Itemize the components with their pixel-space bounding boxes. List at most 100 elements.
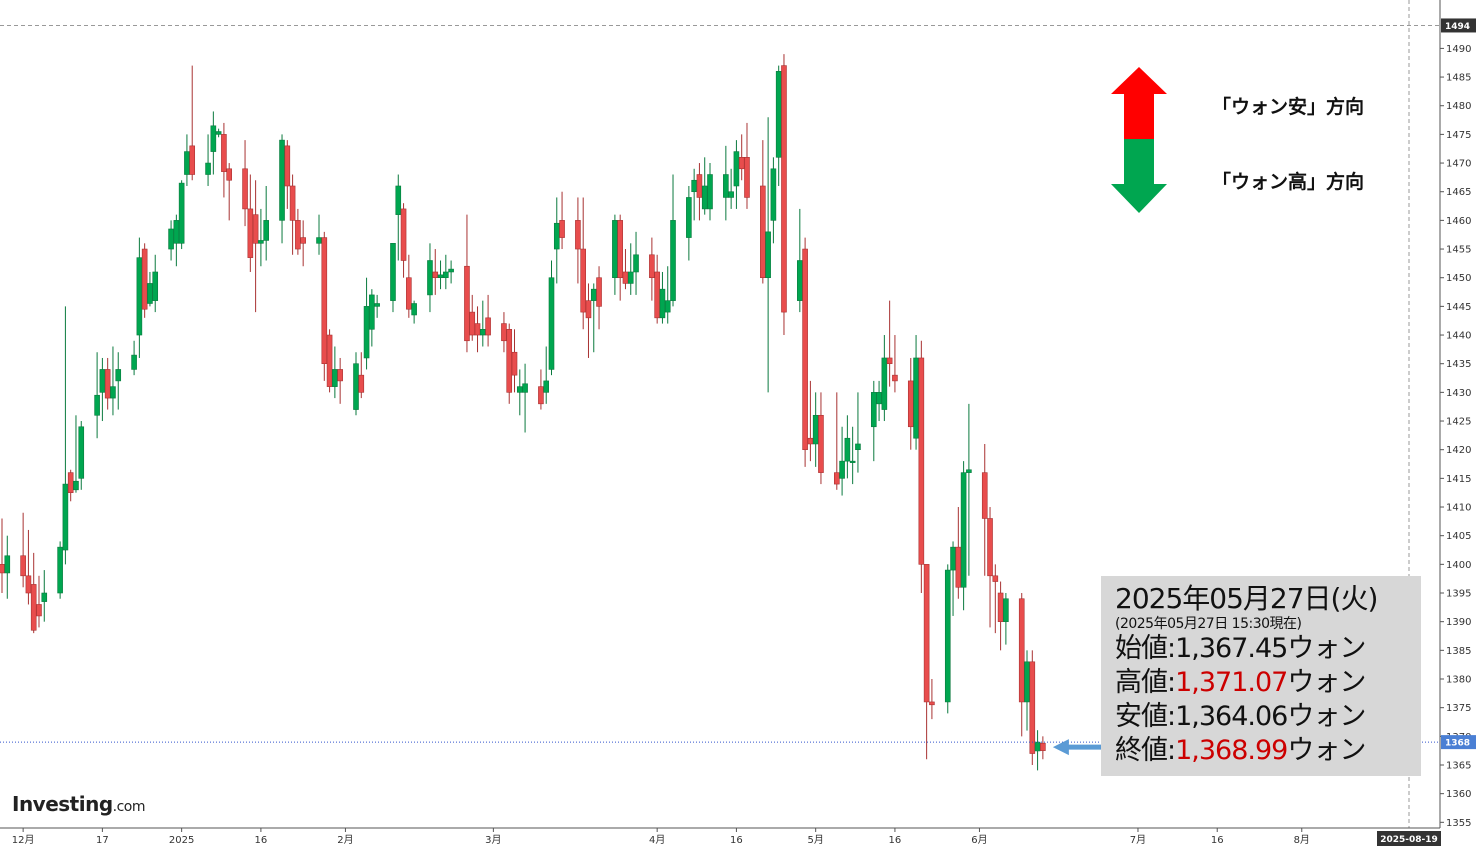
candle (321, 231, 328, 381)
candle-body (781, 65, 787, 313)
legend-weak-won: 「ウォン安」方向 (1212, 96, 1365, 118)
candle-body (136, 257, 143, 336)
candle (1040, 736, 1046, 760)
candle-body (474, 323, 481, 336)
candle-body (670, 220, 676, 301)
candle (516, 369, 523, 416)
candle (279, 134, 285, 244)
candle-body (923, 564, 930, 703)
y-tick-label: 1470 (1446, 159, 1471, 170)
info-high-row: 高値:1,371.07ウォン (1115, 666, 1421, 700)
pointer-arrow-icon (1052, 739, 1101, 756)
candle (178, 180, 185, 250)
candle-body (247, 208, 254, 258)
candle-body (226, 168, 232, 181)
candle (923, 564, 930, 760)
candle-body (400, 208, 407, 261)
pointer-arrow-shaft (1066, 744, 1101, 750)
y-tick-label: 1475 (1446, 130, 1471, 141)
y-tick-label: 1395 (1446, 589, 1471, 600)
candles (0, 54, 1046, 771)
candle-body (189, 145, 196, 175)
candle (189, 65, 196, 181)
candle-body (1018, 598, 1025, 703)
x-tick-label: 17 (96, 835, 109, 846)
candle (258, 208, 264, 267)
y-tick-label: 1380 (1446, 675, 1471, 686)
high-unit: ウォン (1287, 667, 1366, 698)
candle (395, 174, 402, 261)
candle (147, 271, 153, 307)
x-tick-label: 3月 (485, 834, 501, 846)
candle-body (184, 151, 190, 175)
candle-body (432, 271, 439, 279)
candle-body (73, 480, 79, 491)
candle (876, 380, 882, 422)
candle-body (886, 357, 893, 364)
candle (797, 208, 803, 313)
high-value: 1,371.07 (1175, 667, 1288, 698)
current-price-badge-label: 1368 (1445, 739, 1470, 749)
end-date-badge-label: 2025-08-19 (1380, 835, 1438, 845)
y-tick-label: 1460 (1446, 216, 1471, 227)
candle (627, 243, 634, 295)
candle (374, 294, 380, 318)
candle (501, 312, 507, 353)
candle-body (913, 357, 919, 439)
y-tick-label: 1450 (1446, 273, 1471, 284)
candle-body (427, 260, 433, 296)
candle (1018, 593, 1025, 737)
candle-body (596, 277, 602, 307)
candle-body (723, 174, 729, 198)
candle (289, 174, 296, 255)
candle-body (1024, 661, 1030, 703)
candle-body (131, 354, 137, 370)
candle-body (300, 237, 306, 244)
candle (369, 289, 375, 347)
candle (691, 168, 697, 221)
candle (300, 220, 306, 267)
candle (110, 346, 116, 416)
candle (802, 237, 808, 467)
candle (585, 283, 592, 358)
candle-body (881, 357, 888, 410)
candle (844, 415, 851, 479)
close-label: 終値: (1115, 735, 1176, 766)
price-info-box: 2025年05月27日(火) (2025年05月27日 15:30現在) 始値:… (1101, 576, 1421, 776)
candle (686, 185, 692, 261)
candle-body (0, 564, 5, 574)
candle (775, 65, 782, 186)
y-tick-label: 1420 (1446, 445, 1471, 456)
candle (765, 117, 771, 393)
candle (20, 512, 26, 588)
pointer-arrow-head (1052, 739, 1069, 756)
candle-body (797, 260, 803, 301)
candle-body (960, 472, 967, 588)
candle (36, 575, 42, 628)
candle-body (511, 351, 518, 376)
candle-body (855, 443, 861, 450)
open-value: 1,367.45 (1175, 633, 1288, 664)
candle (553, 197, 560, 284)
candle (406, 254, 412, 318)
candle (807, 380, 814, 462)
candle (538, 369, 544, 410)
candle (316, 214, 322, 255)
candle (41, 570, 48, 622)
candle (849, 426, 856, 485)
candle (855, 392, 861, 473)
candle-body (480, 329, 486, 336)
candle-body (62, 483, 69, 551)
candle (326, 329, 333, 393)
x-tick-label: 7月 (1130, 834, 1146, 846)
candle (263, 185, 269, 261)
candle-body (173, 220, 180, 244)
candle (363, 277, 370, 370)
candle-body (326, 334, 333, 387)
candle-body (99, 369, 106, 393)
candle-body (612, 220, 618, 279)
candle (242, 140, 248, 227)
candle-body (760, 185, 766, 279)
candle-body (205, 162, 211, 175)
candle-body (78, 426, 85, 479)
